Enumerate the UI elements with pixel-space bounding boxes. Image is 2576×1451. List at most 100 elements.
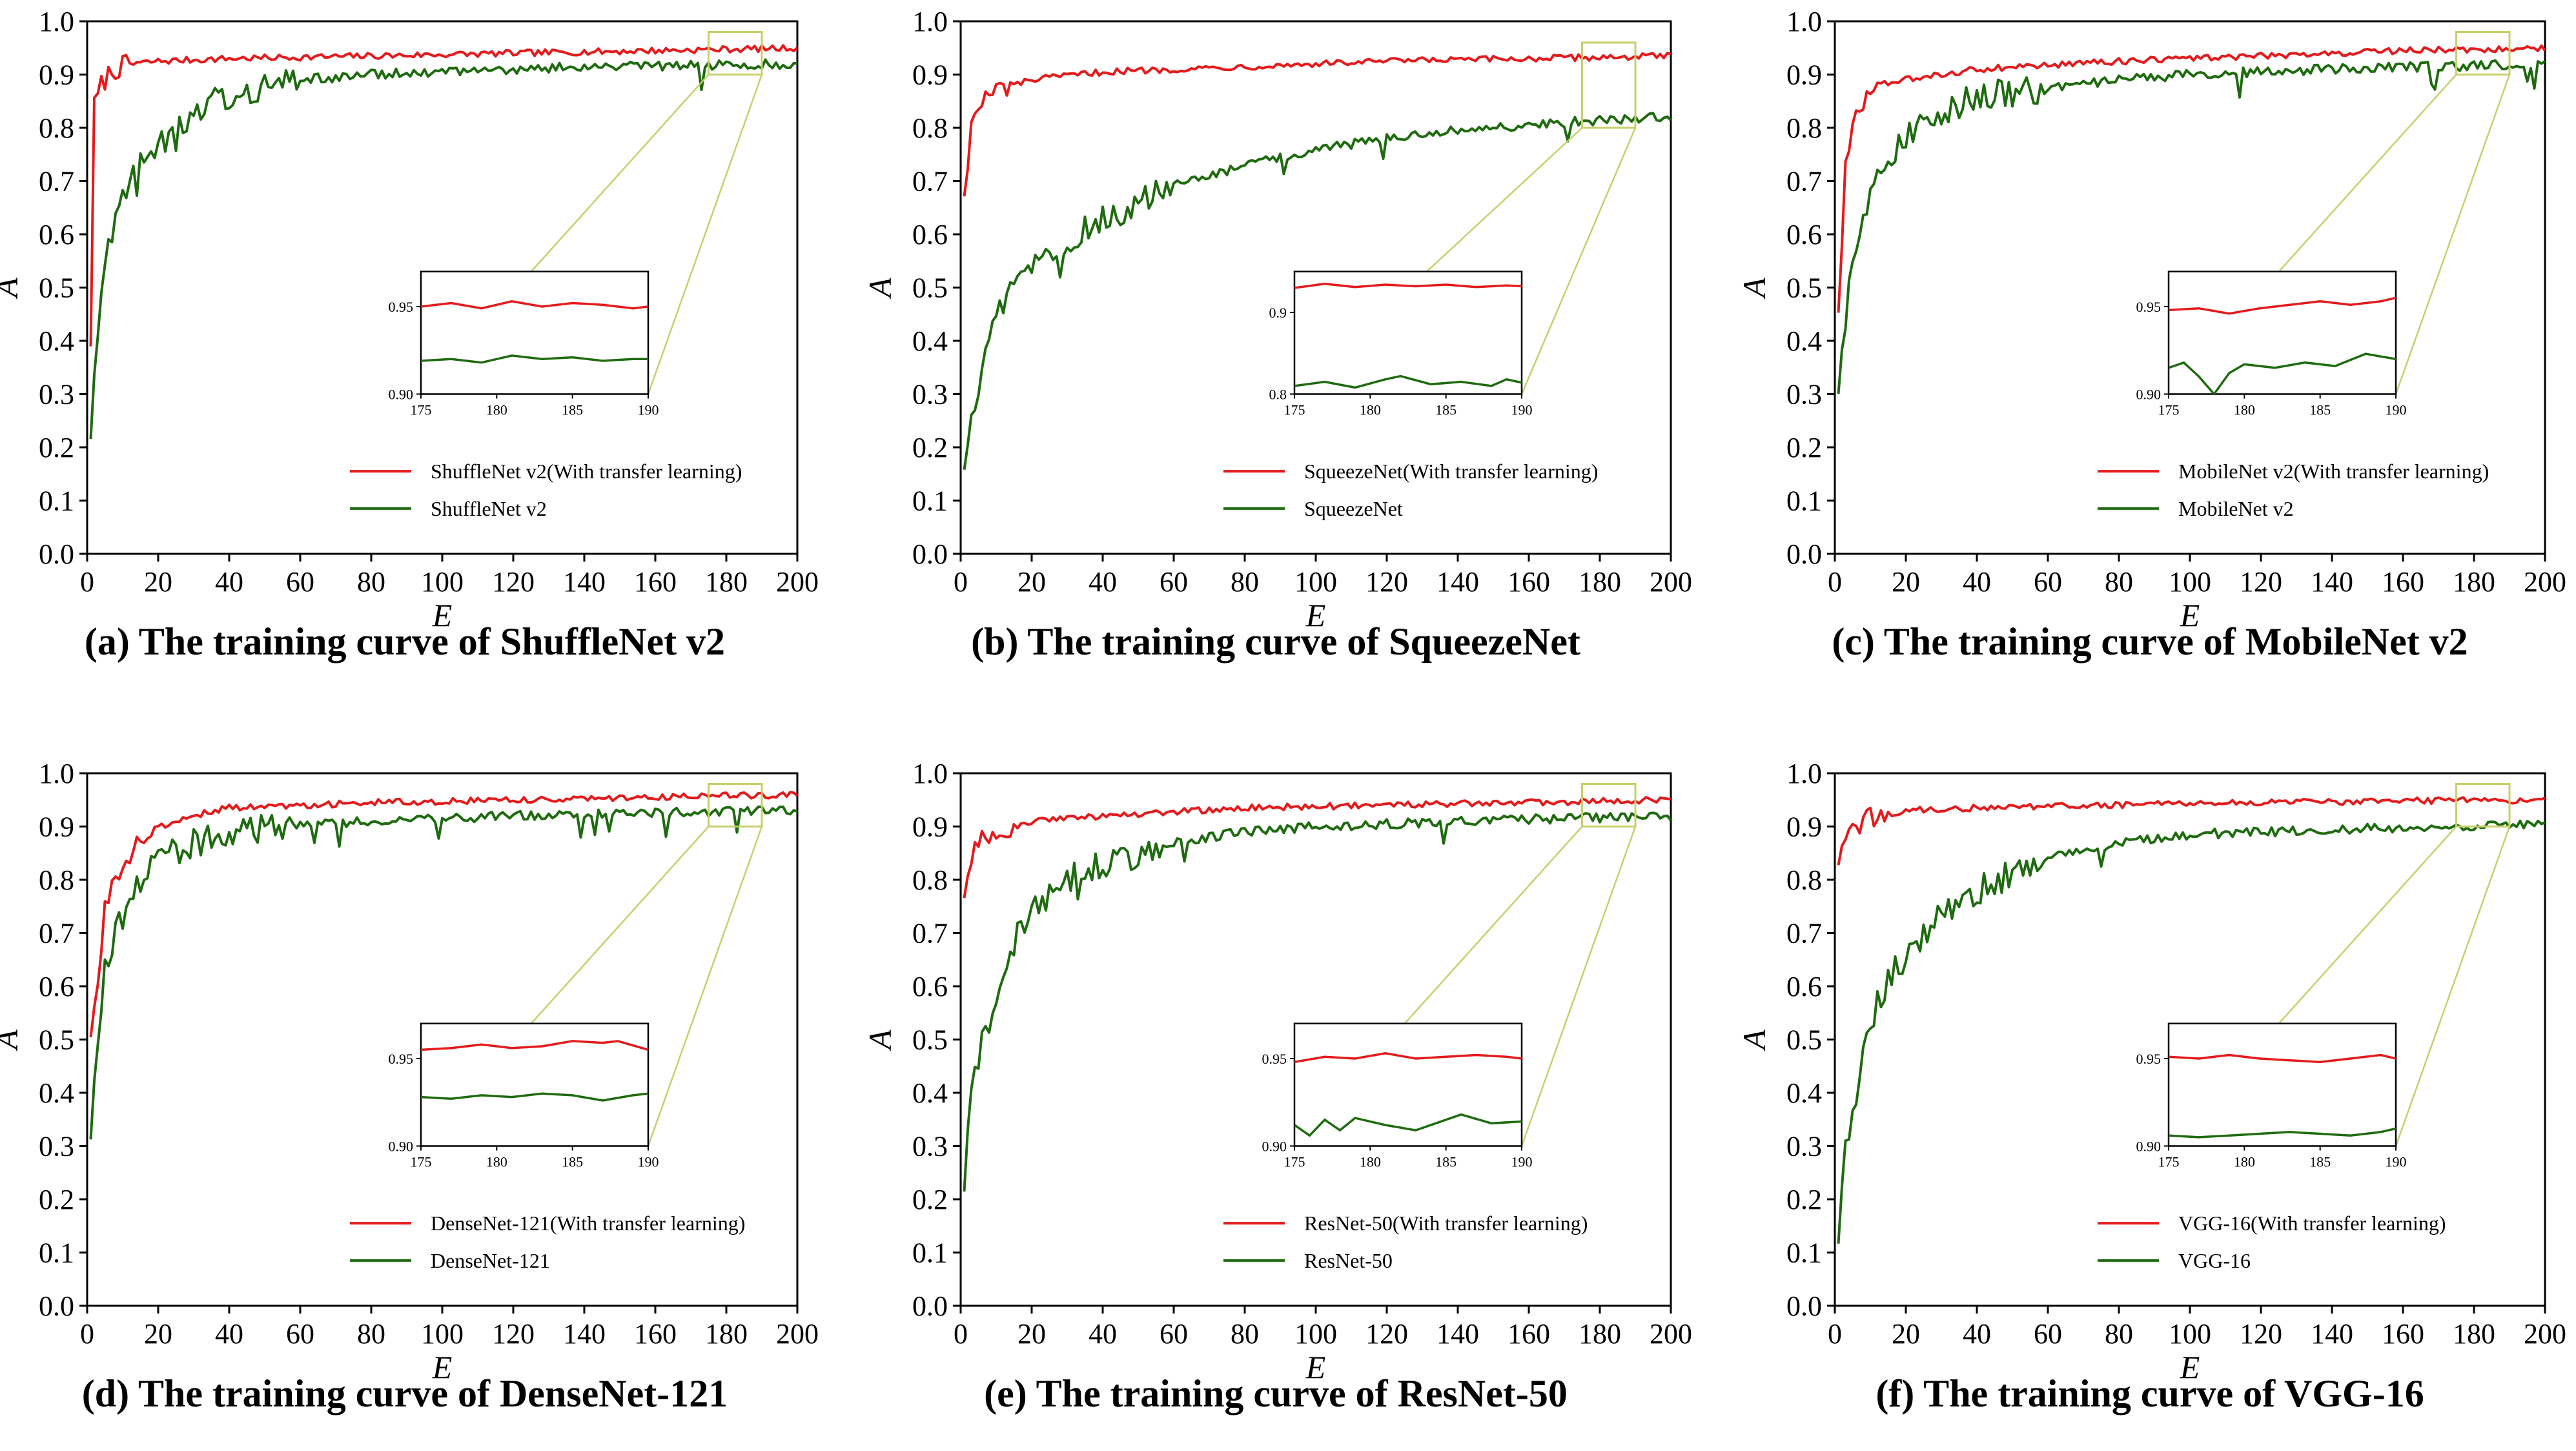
y-tick-label: 0.1 — [912, 1237, 948, 1269]
subfigure-caption: (e) The training curve of ResNet-50 — [984, 1372, 1568, 1415]
y-tick-label: 0.2 — [39, 432, 74, 463]
inset-frame — [420, 270, 649, 395]
zoom-region-box — [1581, 41, 1637, 129]
x-tick-label: 80 — [357, 1318, 385, 1350]
x-tick-label: 40 — [1089, 566, 1117, 598]
x-tick-label: 0 — [1828, 1318, 1842, 1350]
y-tick-label: 0.0 — [912, 1290, 948, 1322]
inset-frame — [420, 1022, 649, 1147]
y-tick-label: 0.9 — [39, 59, 74, 91]
inset-x-tick-label: 185 — [2309, 402, 2331, 418]
chart-panel-5: 0 20 40 60 80 100 120 140 160 180 200 0.0 0.1 0.2 0.3 0… — [1736, 758, 2566, 1385]
y-tick-label: 1.0 — [39, 758, 74, 789]
y-tick-label: 0.0 — [39, 538, 74, 570]
y-tick-label: 0.0 — [912, 538, 948, 570]
y-axis-label: A — [0, 1030, 25, 1051]
x-tick-label: 140 — [563, 566, 606, 598]
y-tick-label: 0.7 — [1786, 918, 1822, 949]
x-tick-label: 100 — [2169, 1318, 2211, 1350]
inset-frame — [1293, 270, 1523, 395]
legend-label-1: DenseNet-121 — [431, 1249, 550, 1272]
inset-x-tick-label: 190 — [2386, 1154, 2407, 1170]
y-tick-label: 0.2 — [912, 1184, 948, 1215]
y-tick-label: 0.1 — [39, 485, 74, 517]
zoom-region-box — [1581, 783, 1637, 827]
y-tick-label: 1.0 — [912, 758, 948, 789]
inset-series-line-0 — [2169, 1053, 2396, 1064]
x-tick-label: 200 — [776, 1318, 819, 1350]
x-tick-label: 100 — [1294, 1318, 1337, 1350]
x-tick-label: 20 — [1017, 1318, 1046, 1350]
x-tick-label: 140 — [2311, 1318, 2353, 1350]
y-tick-label: 0.3 — [39, 1131, 74, 1162]
x-tick-label: 120 — [1365, 566, 1408, 598]
y-tick-label: 0.6 — [39, 219, 74, 250]
subfigure-caption: (f) The training curve of VGG-16 — [1876, 1372, 2424, 1415]
x-tick-label: 160 — [2382, 566, 2424, 598]
inset-x-tick-label: 175 — [2158, 402, 2180, 418]
series-line-1 — [963, 112, 1671, 470]
legend-label-1: ShuffleNet v2 — [431, 497, 547, 520]
inset-y-tick-label: 0.90 — [389, 387, 414, 403]
x-tick-label: 0 — [80, 566, 94, 598]
zoom-connector-line — [647, 74, 763, 394]
subfigure-caption: (b) The training curve of SqueezeNet — [971, 620, 1580, 663]
x-tick-label: 140 — [563, 1318, 606, 1350]
y-axis-label: A — [862, 1030, 898, 1051]
y-tick-label: 1.0 — [1786, 6, 1822, 37]
inset-y-tick-label: 0.9 — [1269, 305, 1287, 321]
legend-label-0: MobileNet v2(With transfer learning) — [2178, 460, 2489, 483]
inset-y-tick-label: 0.90 — [389, 1139, 414, 1155]
y-tick-label: 1.0 — [39, 6, 74, 37]
zoom-region-box — [708, 783, 763, 827]
inset-x-tick-label: 190 — [638, 1154, 659, 1170]
y-tick-label: 0.9 — [39, 811, 74, 843]
inset-y-tick-label: 0.90 — [2136, 387, 2162, 403]
inset-y-tick-label: 0.95 — [1262, 1051, 1287, 1067]
y-tick-label: 0.4 — [912, 325, 948, 357]
x-tick-label: 60 — [1160, 1318, 1188, 1350]
inset-x-tick-label: 180 — [2234, 1154, 2255, 1170]
inset-x-tick-label: 175 — [411, 402, 432, 418]
x-tick-label: 100 — [1294, 566, 1337, 598]
x-tick-label: 80 — [357, 566, 385, 598]
y-tick-label: 0.6 — [39, 971, 74, 1002]
inset-x-tick-label: 185 — [1435, 402, 1457, 418]
y-tick-label: 0.2 — [1786, 1184, 1822, 1215]
x-axis-label: E — [1305, 597, 1326, 633]
inset-frame — [1293, 1022, 1523, 1147]
series-line-0 — [89, 44, 797, 347]
x-tick-label: 0 — [80, 1318, 94, 1350]
inset-frame — [2167, 1022, 2397, 1147]
y-tick-label: 0.5 — [39, 1024, 74, 1056]
zoom-connector-line — [647, 826, 763, 1146]
x-tick-label: 60 — [2034, 1318, 2062, 1350]
series-line-1 — [89, 805, 797, 1140]
y-tick-label: 0.1 — [1786, 1237, 1822, 1269]
x-tick-label: 60 — [286, 566, 314, 598]
x-tick-label: 180 — [705, 566, 748, 598]
y-tick-label: 0.7 — [39, 166, 74, 198]
inset-series-line-0 — [421, 1040, 648, 1051]
x-tick-label: 0 — [954, 566, 968, 598]
x-tick-label: 180 — [705, 1318, 748, 1350]
series-line-1 — [1837, 59, 2545, 394]
inset-y-tick-label: 0.8 — [1269, 387, 1287, 403]
y-tick-label: 0.3 — [1786, 379, 1822, 411]
subfigure-caption: (a) The training curve of ShuffleNet v2 — [84, 620, 726, 663]
x-axis-label: E — [1305, 1349, 1326, 1385]
series-line-1 — [1837, 819, 2545, 1244]
x-tick-label: 80 — [1231, 566, 1259, 598]
y-tick-label: 0.7 — [39, 918, 74, 949]
inset-x-tick-label: 175 — [411, 1154, 432, 1170]
zoom-connector-line — [1520, 127, 1637, 394]
y-tick-label: 0.4 — [1786, 1077, 1822, 1109]
x-tick-label: 180 — [1579, 566, 1621, 598]
inset-series-line-1 — [1294, 1113, 1522, 1137]
x-tick-label: 160 — [2382, 1318, 2424, 1350]
x-tick-label: 100 — [421, 566, 464, 598]
legend-label-0: ShuffleNet v2(With transfer learning) — [431, 460, 742, 483]
y-axis-label: A — [862, 278, 898, 299]
x-axis-label: E — [2180, 1349, 2200, 1385]
x-tick-label: 160 — [634, 1318, 677, 1350]
